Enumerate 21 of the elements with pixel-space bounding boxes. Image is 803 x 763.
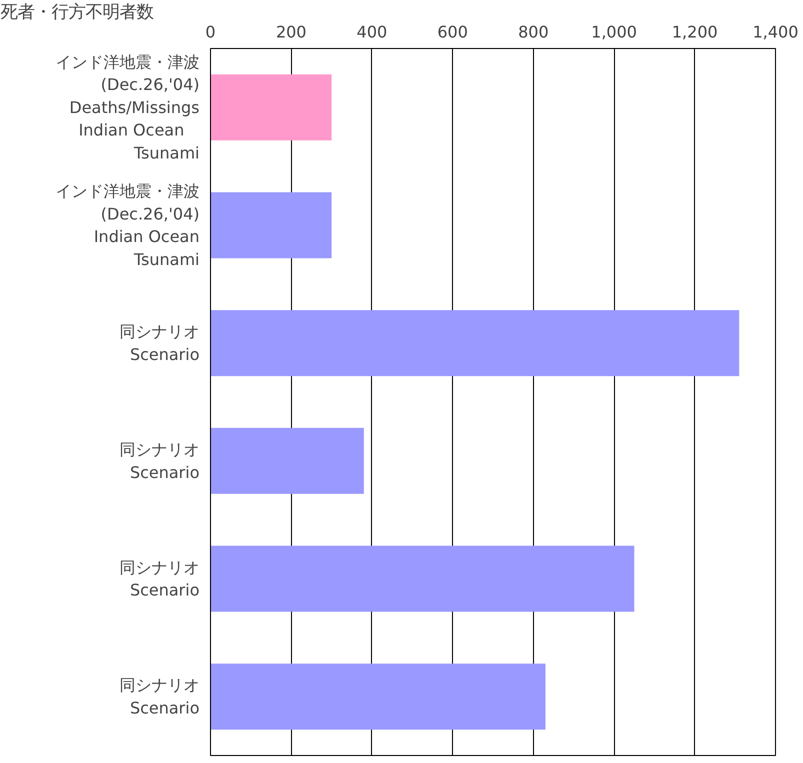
x-tick-label: 1,400 [752, 22, 798, 42]
bar [210, 428, 364, 494]
bar [210, 74, 332, 140]
y-tick-label: 同シナリオ Scenario [120, 676, 200, 718]
y-tick-label: 同シナリオ Scenario [120, 440, 200, 482]
bar [210, 546, 634, 612]
x-tick-label: 1,200 [672, 22, 718, 42]
y-tick-label: 同シナリオ Scenario [120, 322, 200, 364]
bar [210, 664, 546, 730]
x-tick-label: 200 [276, 22, 306, 42]
bar [210, 192, 332, 258]
x-tick-label: 400 [356, 22, 388, 42]
x-tick-label: 0 [205, 22, 216, 42]
x-tick-label: 800 [518, 22, 549, 42]
chart-title: 死者・行方不明者数 [0, 2, 154, 22]
bar [210, 310, 740, 376]
x-tick-label: 600 [437, 22, 468, 42]
x-tick-label: 1,000 [591, 22, 637, 42]
y-tick-label: インド洋地震・津波 (Dec.26,'04) Indian Ocean Tsunami [56, 182, 200, 269]
y-tick-label: インド洋地震・津波 (Dec.26,'04) Deaths/Missings Indian Ocean Tsunami [56, 52, 200, 163]
y-tick-label: 同シナリオ Scenario [120, 558, 200, 600]
